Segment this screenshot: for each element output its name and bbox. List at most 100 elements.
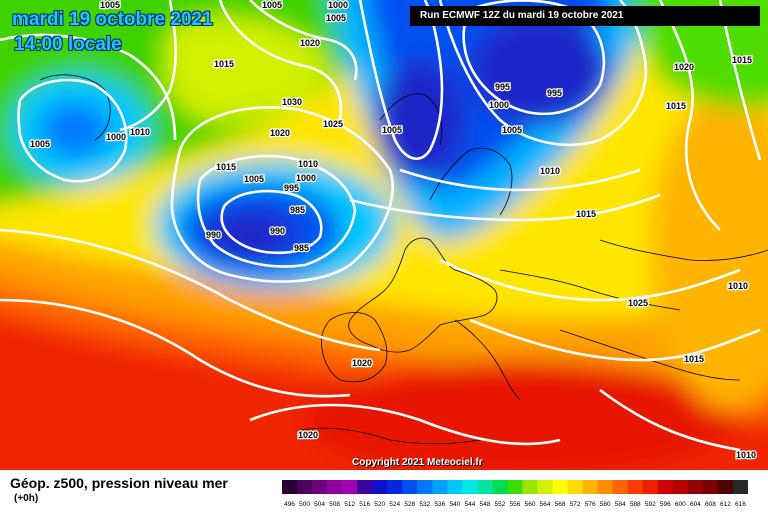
isobar-label: 985 (294, 243, 309, 253)
scale-label: 572 (570, 501, 581, 508)
isobar-label: 1015 (732, 55, 752, 65)
scale-swatch (492, 480, 508, 494)
isobar-label: 995 (547, 88, 562, 98)
isobar-label: 1010 (736, 450, 756, 460)
scale-swatch (387, 480, 403, 494)
scale-swatch (462, 480, 478, 494)
scale-swatch (432, 480, 448, 494)
scale-label: 512 (344, 501, 355, 508)
scale-swatch (507, 480, 523, 494)
isobar-label: 990 (206, 230, 221, 240)
map-time-title: 14:00 locale (14, 34, 122, 55)
isobar-label: 1005 (244, 174, 264, 184)
scale-swatch (627, 480, 644, 494)
scale-label: 496 (284, 501, 295, 508)
scale-swatch (567, 480, 584, 494)
scale-label: 508 (329, 501, 340, 508)
isobar-label: 1020 (674, 62, 694, 72)
isobar-label: 1020 (270, 128, 290, 138)
scale-label: 528 (404, 501, 415, 508)
scale-swatch (447, 480, 463, 494)
isobar-label: 1025 (323, 119, 343, 129)
scale-label: 504 (314, 501, 325, 508)
scale-label: 592 (645, 501, 656, 508)
scale-label: 552 (495, 501, 506, 508)
isobar-label: 1000 (106, 132, 126, 142)
isobar-label: 1010 (728, 281, 748, 291)
isobar-label: 1005 (326, 13, 346, 23)
scale-label: 604 (690, 501, 701, 508)
scale-swatch (522, 480, 538, 494)
geopotential-field (0, 0, 768, 470)
isobar-label: 1015 (216, 162, 236, 172)
isobar-labels: 1005 1000 1005 1005 1020 1015 1030 1020 … (29, 0, 758, 461)
scale-label: 580 (600, 501, 611, 508)
scale-label: 560 (525, 501, 536, 508)
isobar-label: 995 (284, 183, 299, 193)
model-run-banner: Run ECMWF 12Z du mardi 19 octobre 2021 (410, 6, 760, 26)
isobar-label: 1020 (352, 358, 372, 368)
isobar-label: 1030 (282, 97, 302, 107)
scale-swatch (702, 480, 719, 494)
isobar-label: 990 (270, 226, 285, 236)
isobar-label: 1005 (100, 0, 120, 10)
scale-swatch (417, 480, 433, 494)
scale-swatch (477, 480, 493, 494)
isobar-label: 1025 (628, 298, 648, 308)
scale-swatch (717, 480, 734, 494)
scale-label: 516 (359, 501, 370, 508)
scale-label: 536 (434, 501, 445, 508)
scale-swatch (552, 480, 569, 494)
scale-swatch (612, 480, 629, 494)
isobar-label: 1015 (684, 354, 704, 364)
scale-swatch (687, 480, 704, 494)
scale-label: 524 (389, 501, 400, 508)
isobar-label: 1020 (298, 430, 318, 440)
isobar-label: 1005 (502, 125, 522, 135)
scale-swatch (372, 480, 388, 494)
scale-label: 616 (735, 501, 746, 508)
isobar-label: 1000 (296, 173, 316, 183)
scale-swatch (657, 480, 674, 494)
scale-swatch (642, 480, 659, 494)
scale-label: 548 (480, 501, 491, 508)
isobars (0, 0, 760, 450)
scale-label: 600 (675, 501, 686, 508)
weather-map: 1005 1000 1005 1005 1020 1015 1030 1020 … (0, 0, 768, 470)
scale-label: 564 (540, 501, 551, 508)
isobar-label: 1005 (382, 125, 402, 135)
isobar-label: 1005 (262, 0, 282, 10)
scale-swatch (582, 480, 599, 494)
scale-label: 596 (660, 501, 671, 508)
legend-forecast-step: (+0h) (14, 493, 39, 504)
isobar-label: 1010 (298, 159, 318, 169)
scale-swatch (327, 480, 343, 494)
scale-label: 612 (720, 501, 731, 508)
scale-swatch (297, 480, 313, 494)
scale-label: 608 (705, 501, 716, 508)
scale-label: 544 (464, 501, 475, 508)
scale-swatch (342, 480, 358, 494)
isobar-label: 985 (290, 205, 305, 215)
isobar-label: 1015 (214, 59, 234, 69)
scale-label: 584 (615, 501, 626, 508)
scale-label: 520 (374, 501, 385, 508)
scale-swatch (597, 480, 614, 494)
color-scale: 496 500 504 508 512 516 520 524 528 532 536 540 544 5… (282, 480, 748, 508)
scale-swatch (537, 480, 553, 494)
scale-swatch (732, 480, 748, 494)
scale-label: 540 (449, 501, 460, 508)
isobar-label: 1000 (328, 0, 348, 10)
scale-label: 576 (585, 501, 596, 508)
copyright-notice: Copyright 2021 Meteociel.fr (352, 457, 483, 468)
scale-swatch (402, 480, 418, 494)
scale-label: 532 (419, 501, 430, 508)
scale-swatch (672, 480, 689, 494)
scale-label: 568 (555, 501, 566, 508)
map-date-title: mardi 19 octobre 2021 (12, 9, 213, 30)
isobar-label: 1020 (300, 38, 320, 48)
scale-label: 588 (630, 501, 641, 508)
isobar-label: 1000 (489, 100, 509, 110)
isobar-label: 1010 (130, 127, 150, 137)
